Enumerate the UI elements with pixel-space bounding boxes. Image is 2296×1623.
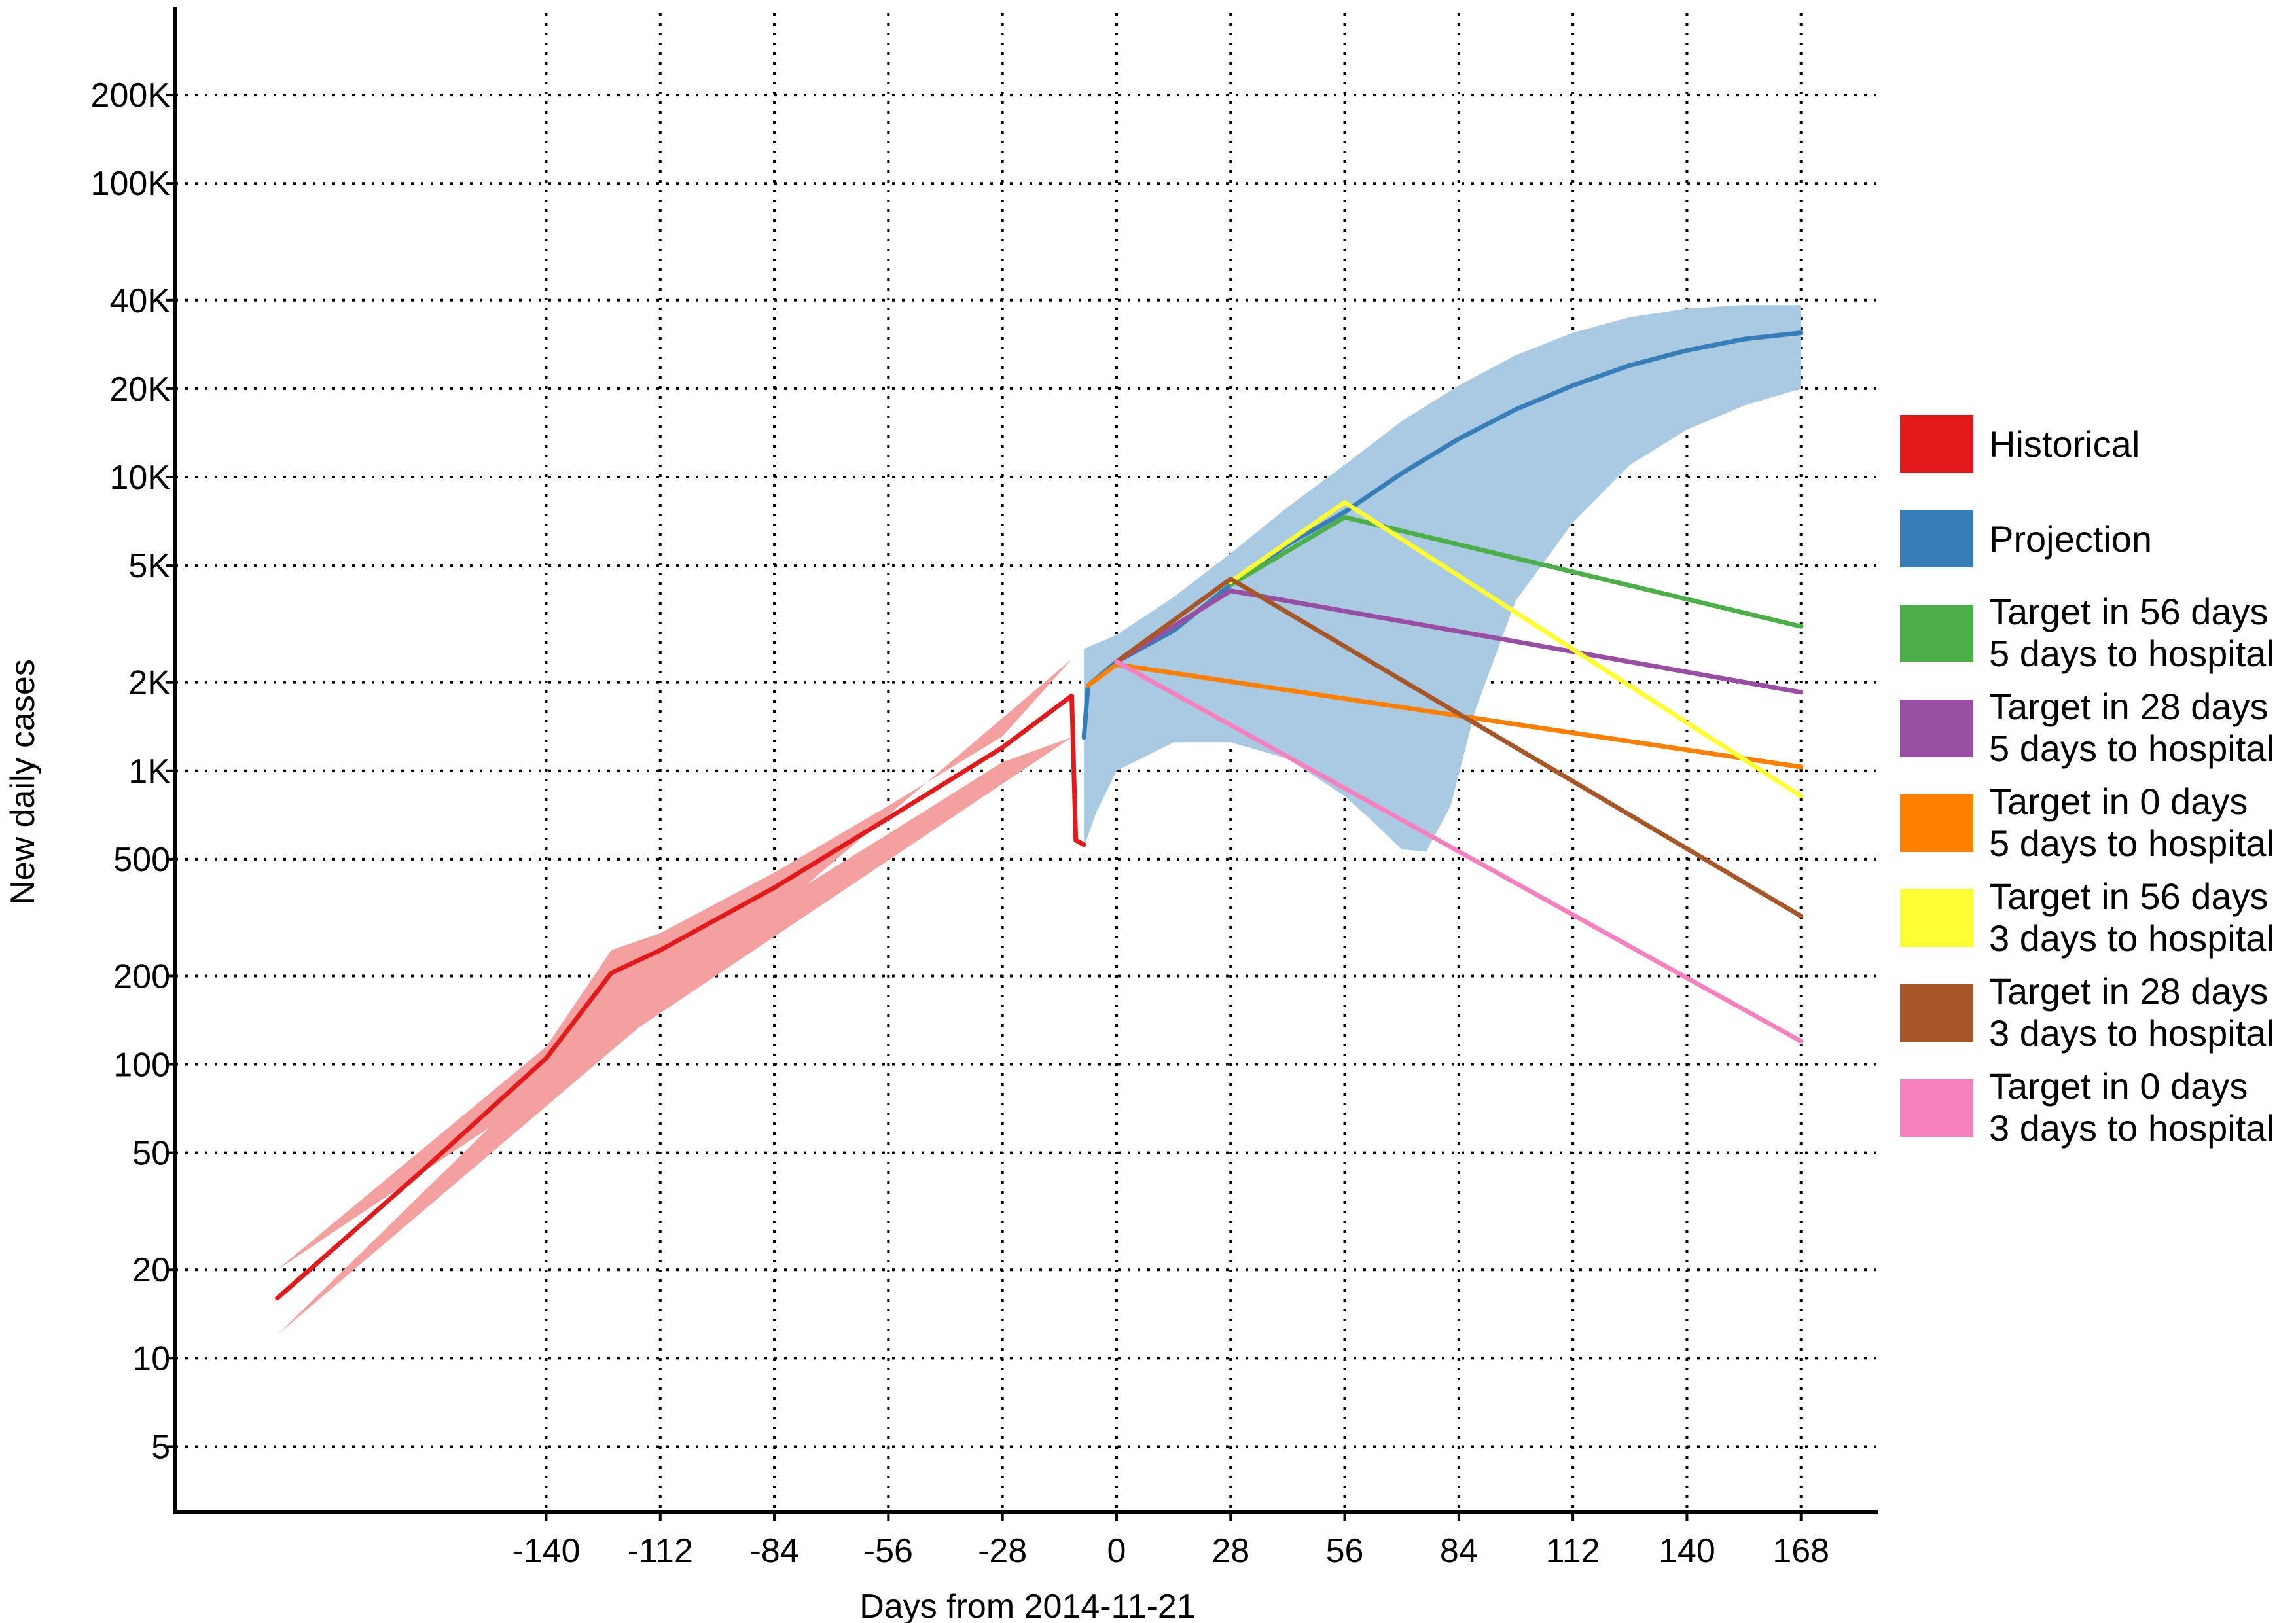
confidence-bands	[277, 305, 1801, 1335]
y-tick-label: 10K	[109, 459, 170, 497]
axes	[173, 7, 1878, 1514]
x-tick-label: 84	[1440, 1532, 1478, 1570]
legend-swatch	[1900, 1079, 1973, 1137]
legend-label: 5 days to hospital	[1989, 823, 2274, 864]
series-line	[1114, 588, 1804, 695]
x-tick-label: 140	[1659, 1532, 1715, 1570]
y-tick-label: 200K	[91, 77, 171, 115]
series-line	[1228, 514, 1804, 629]
y-tick-label: 5K	[128, 547, 170, 585]
x-tick-label: -84	[749, 1532, 798, 1570]
band-historical	[277, 659, 1072, 1335]
y-tick-labels: 5 10 20 50 100 200 500 1K 2K 5K 10K 20K 40K 100K 200K	[91, 77, 171, 1466]
band-projection	[1084, 305, 1801, 852]
y-axis-title: New daily cases	[4, 659, 42, 905]
legend-swatch	[1900, 984, 1973, 1042]
legend-label: Target in 28 days	[1989, 686, 2268, 727]
legend-label: 5 days to hospital	[1989, 633, 2274, 674]
y-tick-label: 500	[113, 841, 170, 879]
legend-label: Target in 0 days	[1989, 1065, 2248, 1107]
x-tick-label: -112	[628, 1532, 693, 1570]
legend-label: Projection	[1989, 518, 2152, 560]
y-tick-label: 50	[132, 1135, 170, 1173]
legend-swatch	[1900, 415, 1973, 473]
series-line	[275, 693, 1086, 1301]
legend-swatch	[1900, 510, 1973, 567]
x-tick-label: 0	[1107, 1532, 1126, 1570]
y-tick-label: 1K	[128, 753, 170, 791]
y-tick-label: 40K	[109, 282, 170, 320]
x-tick-label: -140	[512, 1532, 580, 1570]
series-lines	[275, 330, 1804, 1301]
legend-label: Target in 0 days	[1989, 781, 2248, 822]
legend-swatch	[1900, 700, 1973, 757]
legend-label: Target in 56 days	[1989, 876, 2268, 917]
legend-swatch	[1900, 889, 1973, 947]
legend-swatch	[1900, 794, 1973, 852]
legend-label: 3 days to hospital	[1989, 1012, 2274, 1054]
legend-label: Target in 28 days	[1989, 971, 2268, 1012]
y-tick-label: 100K	[91, 165, 171, 203]
series-line	[1228, 500, 1804, 798]
x-tick-label: 112	[1546, 1532, 1600, 1570]
series-line	[1114, 577, 1804, 919]
x-tick-label: 28	[1211, 1532, 1249, 1570]
y-tick-label: 200	[113, 957, 170, 995]
x-tick-label: 168	[1772, 1532, 1829, 1570]
legend-label: Target in 56 days	[1989, 591, 2268, 632]
series-line	[1085, 662, 1804, 770]
x-tick-label: -28	[978, 1532, 1027, 1570]
legend-label: 5 days to hospital	[1989, 728, 2274, 769]
legend-label: Historical	[1989, 423, 2140, 465]
y-tick-label: 2K	[128, 664, 170, 702]
y-tick-label: 10	[132, 1340, 170, 1378]
x-tick-label: -56	[864, 1532, 913, 1570]
legend-swatch	[1900, 605, 1973, 662]
y-tick-label: 20K	[109, 370, 170, 408]
legend-label: 3 days to hospital	[1989, 918, 2274, 959]
x-axis-title: Days from 2014-11-21	[859, 1588, 1196, 1623]
y-tick-label: 100	[113, 1046, 170, 1084]
y-tick-label: 20	[132, 1251, 170, 1289]
x-tick-label: 56	[1326, 1532, 1364, 1570]
y-tick-label: 5	[151, 1428, 170, 1466]
series-line	[1114, 659, 1804, 1044]
x-tick-labels: -140 -112 -84 -56 -28 0 28 56 84 112 140 168	[512, 1532, 1829, 1570]
legend-label: 3 days to hospital	[1989, 1107, 2274, 1149]
